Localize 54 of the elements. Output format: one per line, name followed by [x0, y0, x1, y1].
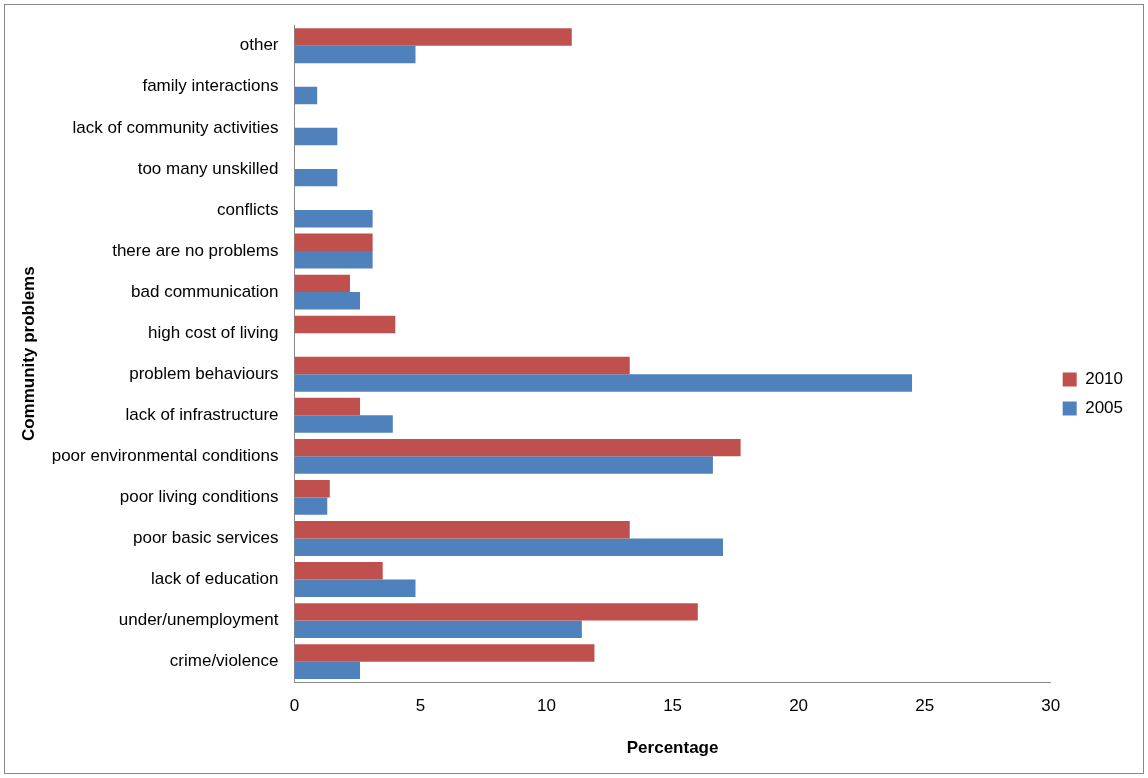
bar: [294, 251, 373, 269]
bar: [294, 538, 723, 556]
bar: [294, 661, 361, 680]
bar: [294, 415, 393, 433]
bar: [294, 397, 361, 416]
bar: [294, 521, 630, 539]
y-axis-title: Community problems: [18, 266, 38, 442]
y-tick-label: too many unskilled: [137, 158, 279, 178]
bar: [294, 28, 572, 46]
x-tick-label: 25: [915, 696, 935, 716]
y-tick-label: conflicts: [217, 199, 279, 219]
y-tick-label: crime/violence: [169, 651, 279, 671]
x-tick-label: 20: [789, 696, 809, 716]
y-tick-label: family interactions: [142, 76, 279, 96]
bar: [294, 603, 698, 621]
bar: [294, 315, 396, 334]
bar: [294, 356, 630, 375]
bar: [294, 209, 373, 228]
bar: [294, 497, 328, 515]
y-tick-label: poor environmental conditions: [51, 446, 279, 466]
y-tick-label: high cost of living: [148, 322, 279, 342]
y-tick-label: poor basic services: [132, 528, 279, 548]
bar: [294, 86, 318, 105]
bar: [294, 438, 741, 457]
x-tick-label: 10: [537, 696, 557, 716]
y-tick-label: lack of community activities: [72, 117, 279, 137]
bar: [294, 233, 373, 252]
bar: [294, 292, 361, 310]
bar: [294, 45, 416, 64]
legend-label: 2005: [1085, 398, 1124, 418]
bar: [294, 168, 338, 187]
y-tick-label: poor living conditions: [119, 487, 279, 507]
x-tick-label: 5: [415, 696, 426, 716]
x-tick-label: 0: [289, 696, 300, 716]
bar: [294, 127, 338, 146]
x-axis-title: Percentage: [626, 738, 719, 758]
bar: [294, 562, 383, 580]
bar: [294, 456, 713, 474]
bar: [294, 620, 582, 639]
y-tick-label: lack of education: [150, 569, 279, 589]
y-tick-label: problem behaviours: [129, 363, 279, 383]
y-tick-label: other: [239, 35, 279, 55]
bar: [294, 644, 595, 662]
x-tick-label: 30: [1041, 696, 1061, 716]
y-tick-label: there are no problems: [112, 240, 279, 260]
legend-label: 2010: [1085, 369, 1124, 389]
y-tick-label: bad communication: [131, 281, 279, 301]
bar: [294, 479, 330, 498]
bar: [294, 374, 913, 392]
bar: [294, 274, 350, 293]
y-tick-label: under/unemployment: [118, 610, 279, 630]
bar: [294, 579, 416, 597]
x-tick-label: 15: [663, 696, 683, 716]
y-tick-label: lack of infrastructure: [125, 404, 279, 424]
